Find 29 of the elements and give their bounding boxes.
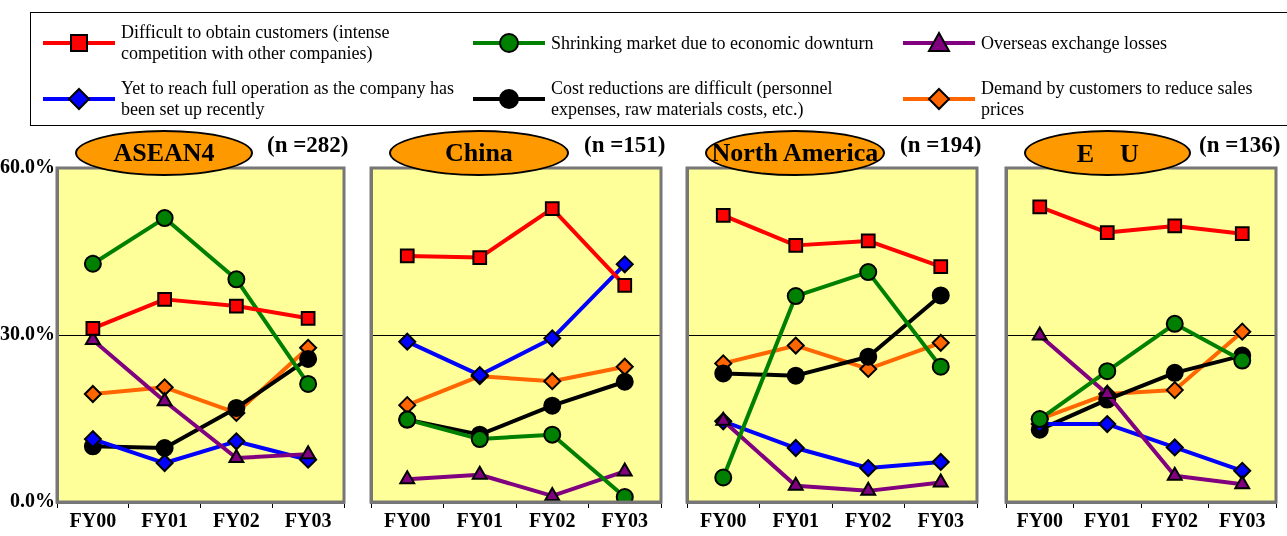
legend-label: Demand by customers to reduce sales prices [981,78,1254,120]
x-tick-label: FY02 [528,509,576,532]
x-tick-label: FY03 [284,509,332,532]
x-tick-label: FY01 [772,509,820,532]
chart-subtitle: (n =282) [267,132,349,158]
legend-label: Overseas exchange losses [981,32,1167,54]
x-tick-label: FY01 [1083,509,1131,532]
x-tick-label: FY03 [601,509,649,532]
chart-subtitle: (n =151) [584,132,666,158]
x-tick-label: FY01 [456,509,504,532]
legend-label: Yet to reach full operation as the company has been set up recently [121,78,456,120]
chart-subtitle: (n =194) [900,132,982,158]
legend-label: Difficult to obtain customers (intense competition with other companies) [121,22,391,64]
y-tick-label: 0.0% [10,489,55,512]
y-tick-label: 60.0% [0,155,55,178]
chart-subtitle: (n =136) [1199,132,1281,158]
x-tick-label: FY03 [917,509,965,532]
y-tick-label: 30.0% [0,322,55,345]
x-tick-label: FY03 [1218,509,1266,532]
x-tick-label: FY00 [383,509,431,532]
x-tick-label: FY02 [213,509,260,532]
x-tick-label: FY00 [69,509,117,532]
legend-label: Shrinking market due to economic downturn [551,32,874,54]
x-tick-label: FY01 [141,509,188,532]
x-tick-label: FY00 [699,509,747,532]
legend-label: Cost reductions are difficult (personnel expenses, raw materials costs, etc.) [551,78,834,120]
x-tick-label: FY02 [1151,509,1199,532]
x-tick-label: FY00 [1016,509,1064,532]
x-tick-label: FY02 [844,509,892,532]
